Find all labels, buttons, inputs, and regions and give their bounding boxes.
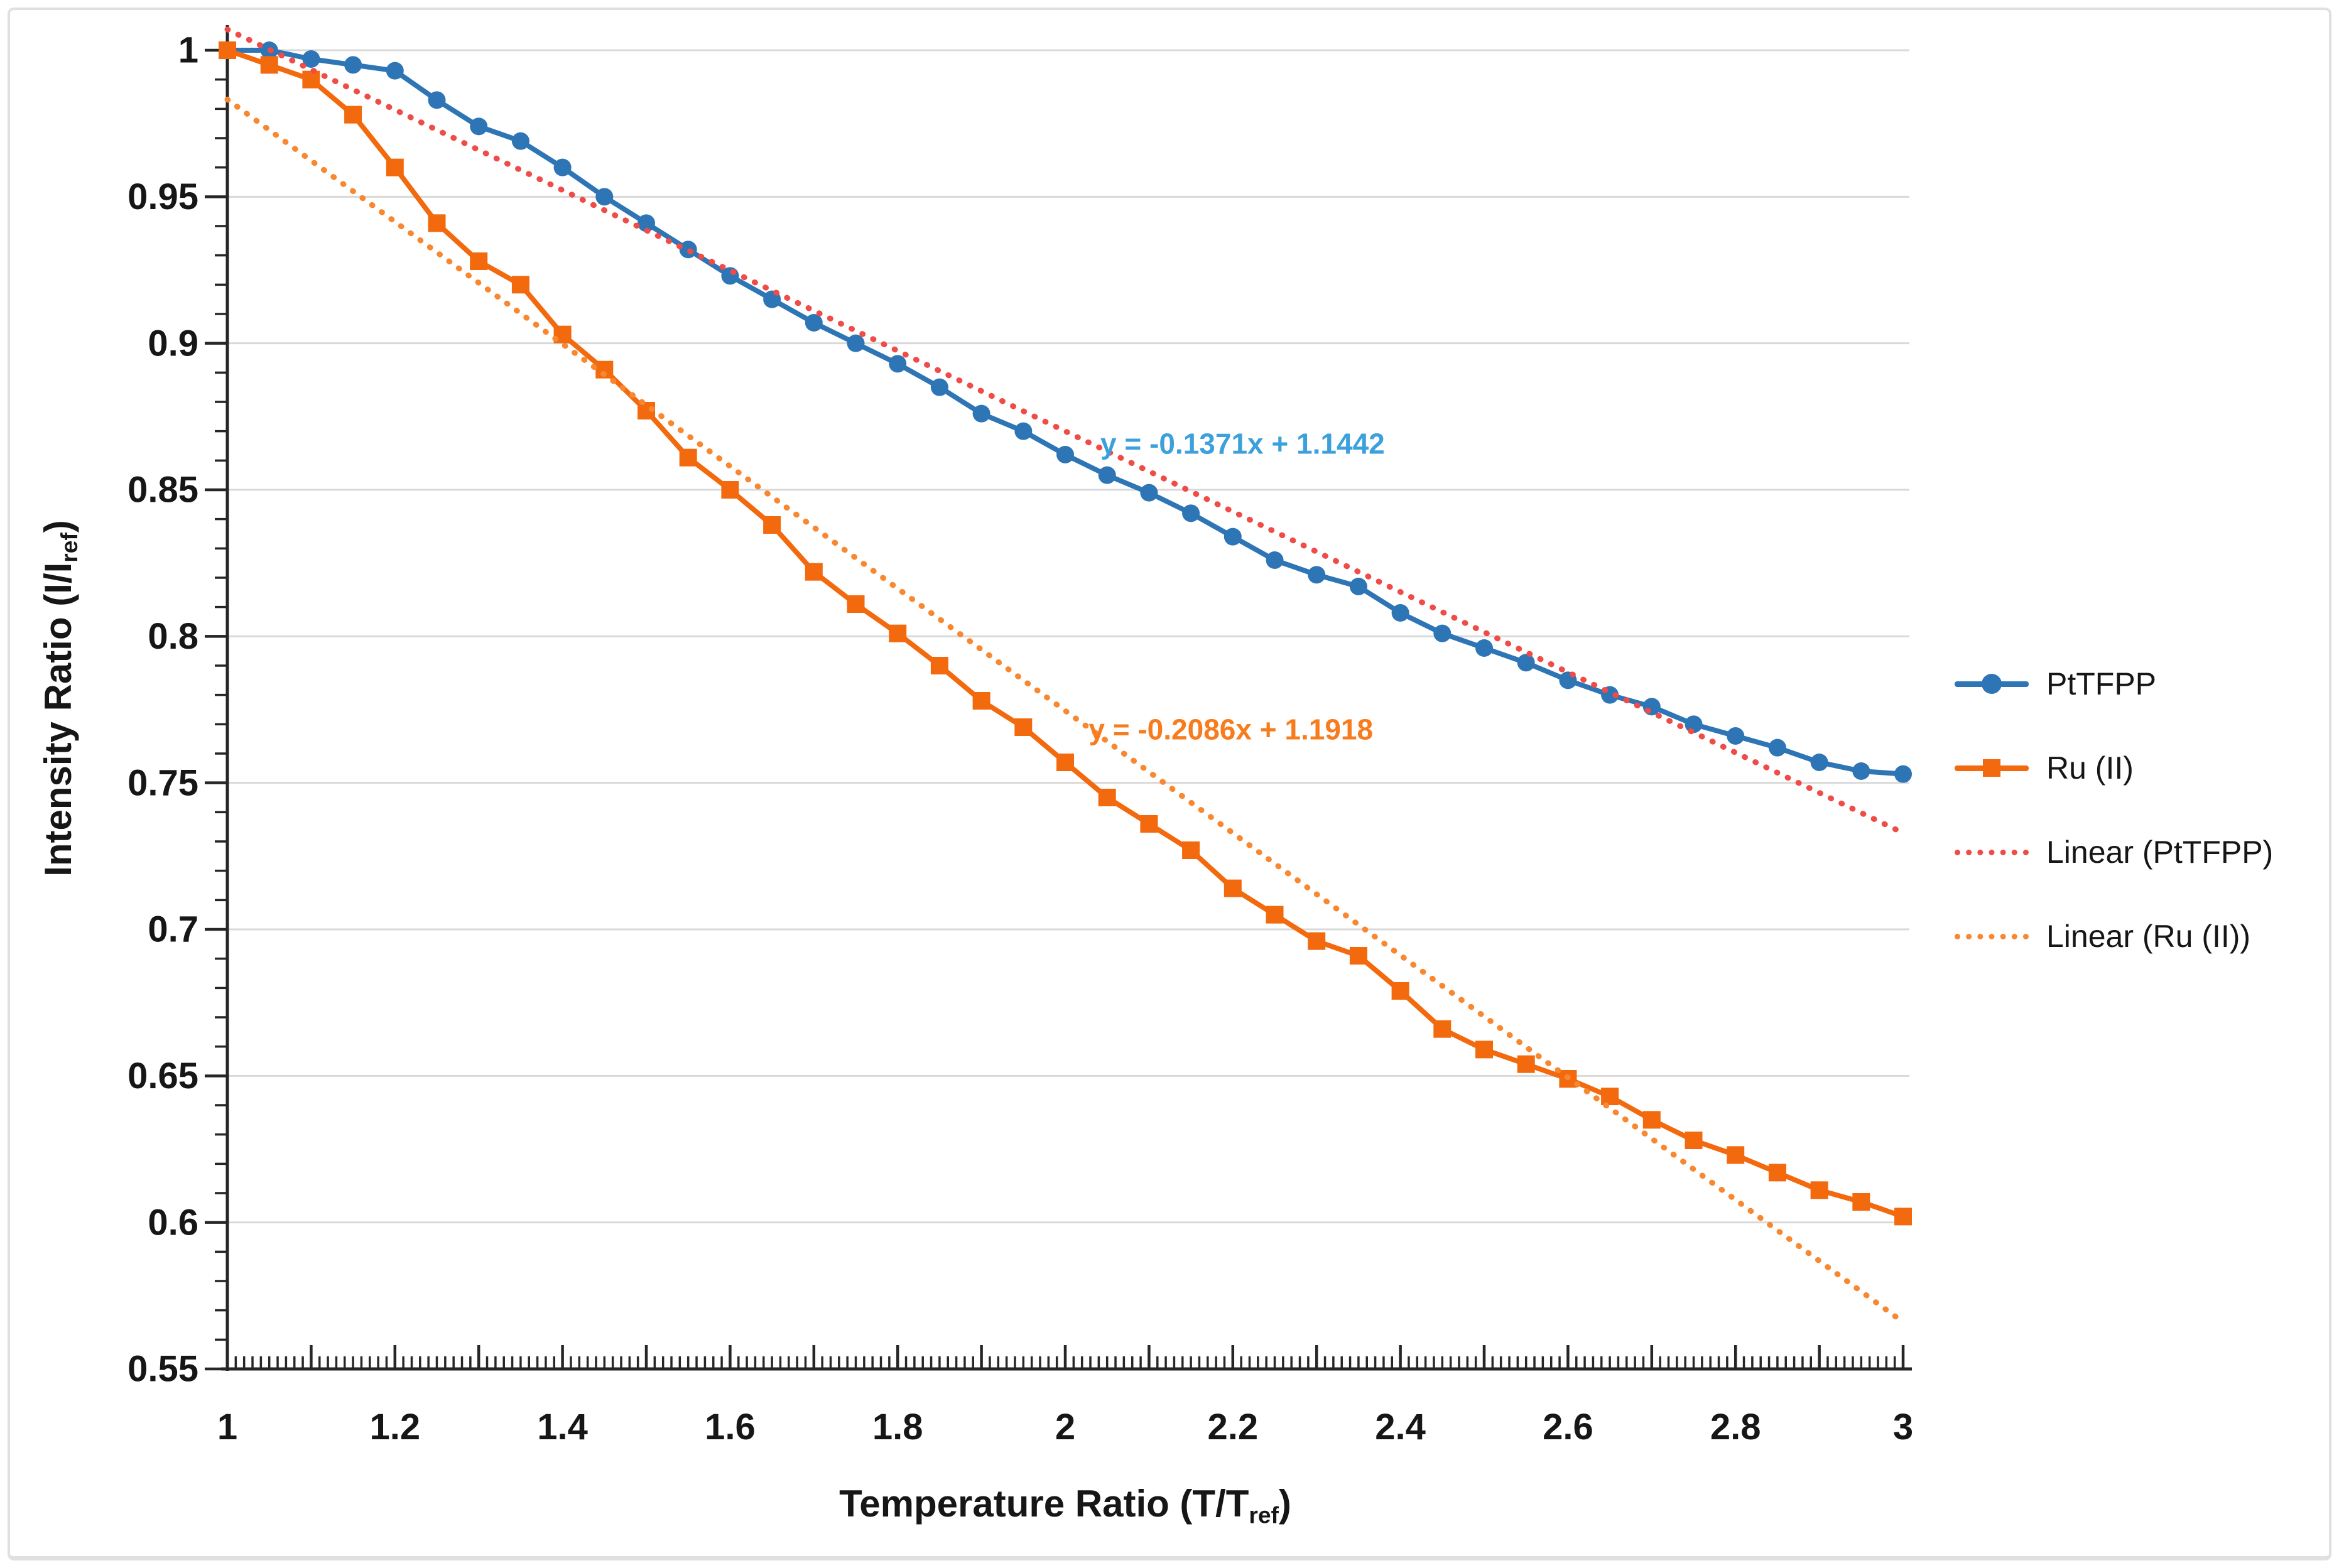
y-tick-label: 0.8 xyxy=(148,616,198,657)
legend-item-ru-ii: Ru (II) xyxy=(1955,726,2273,810)
trendline-line-linear-ru-ii xyxy=(224,96,1906,1325)
legend-item-pttfpp: PtTFPP xyxy=(1955,642,2273,726)
y-axis-title: Intensity Ratio (I/Iref) xyxy=(36,520,83,877)
x-axis-ticks xyxy=(225,1345,1905,1369)
x-tick-label: 2 xyxy=(1055,1407,1075,1447)
series-pttfpp xyxy=(219,41,1912,783)
series-line-pttfpp xyxy=(227,48,1904,777)
axis-title-subscript: ref xyxy=(1249,1501,1279,1528)
x-tick-label: 1.4 xyxy=(537,1407,588,1447)
series-markers-ru-ii xyxy=(219,41,1912,1226)
legend: PtTFPP Ru (II) Linear (PtTFPP) Linear (Ru (… xyxy=(1955,642,2273,978)
gridlines xyxy=(227,49,1909,1224)
axis-title-text: Temperature Ratio (T/T xyxy=(839,1483,1249,1525)
legend-item-linear-pttfpp: Linear (PtTFPP) xyxy=(1955,810,2273,894)
trendline-linear-ru-ii: y = -0.2086x + 1.1918 xyxy=(224,96,1906,1325)
legend-label: Linear (Ru (II)) xyxy=(2046,919,2251,954)
x-tick-label: 2.6 xyxy=(1543,1407,1593,1447)
y-tick-label: 0.9 xyxy=(148,323,198,364)
equation-label-linear-ru-ii: y = -0.2086x + 1.1918 xyxy=(1088,713,1373,746)
y-tick-label: 0.55 xyxy=(128,1349,198,1390)
y-tick-label: 0.85 xyxy=(128,470,198,511)
x-tick-label: 3 xyxy=(1893,1407,1913,1447)
legend-label: PtTFPP xyxy=(2046,666,2157,701)
x-tick-label: 1.6 xyxy=(705,1407,756,1447)
legend-item-linear-ru-ii: Linear (Ru (II)) xyxy=(1955,894,2273,978)
y-tick-label: 0.65 xyxy=(128,1056,198,1096)
axes xyxy=(221,25,1912,1371)
legend-sample-dotted-line-icon xyxy=(1955,849,2029,855)
x-tick-label: 1.2 xyxy=(369,1407,420,1447)
trendline-linear-pttfpp: y = -0.1371x + 1.1442 xyxy=(224,26,1906,836)
legend-sample-line-marker-icon xyxy=(1955,759,2029,777)
legend-label: Linear (PtTFPP) xyxy=(2046,835,2274,870)
equation-label-linear-pttfpp: y = -0.1371x + 1.1442 xyxy=(1100,428,1385,460)
x-tick-label: 2.2 xyxy=(1207,1407,1258,1447)
x-tick-labels: 1 1.2 1.4 1.6 1.8 2 2.2 2.4 2.6 2.8 3 xyxy=(217,1407,1913,1447)
series-ru-ii xyxy=(219,41,1912,1226)
axis-title-text: ) xyxy=(1278,1483,1291,1525)
legend-sample-dotted-line-icon xyxy=(1955,933,2029,939)
y-tick-label: 1 xyxy=(178,30,198,71)
y-axis-ticks xyxy=(205,48,227,1371)
x-tick-label: 1 xyxy=(217,1407,237,1447)
y-tick-label: 0.75 xyxy=(128,762,198,803)
y-tick-label: 0.7 xyxy=(148,909,198,950)
x-axis-title: Temperature Ratio (T/Tref) xyxy=(839,1482,1291,1528)
y-tick-label: 0.95 xyxy=(128,176,198,217)
axis-title-text: ) xyxy=(36,520,79,533)
axis-title-subscript: ref xyxy=(56,533,83,563)
y-tick-label: 0.6 xyxy=(148,1202,198,1243)
legend-label: Ru (II) xyxy=(2046,750,2134,786)
series-line-ru-ii xyxy=(226,48,1904,1219)
x-tick-label: 1.8 xyxy=(872,1407,923,1447)
trendline-line-linear-pttfpp xyxy=(224,26,1906,836)
x-tick-label: 2.8 xyxy=(1710,1407,1761,1447)
x-tick-label: 2.4 xyxy=(1375,1407,1426,1447)
legend-sample-line-marker-icon xyxy=(1955,674,2029,694)
axis-title-text: Intensity Ratio (I/I xyxy=(36,562,79,877)
y-tick-labels: 1 0.95 0.9 0.85 0.8 0.75 0.7 0.65 0.6 0.55 xyxy=(128,30,198,1390)
series-markers-pttfpp xyxy=(219,41,1912,783)
